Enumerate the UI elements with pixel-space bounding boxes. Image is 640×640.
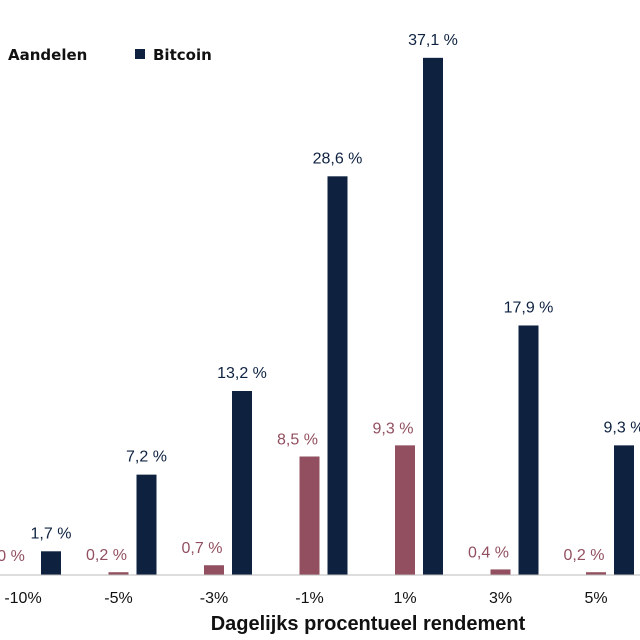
bar-aandelen-3: [299, 456, 320, 575]
value-label-bitcoin-0: 1,7 %: [31, 525, 72, 542]
bar-aandelen-6: [586, 572, 606, 575]
x-tick-label: -10%: [4, 590, 41, 607]
value-label-bitcoin-2: 13,2 %: [217, 365, 267, 382]
x-tick-label: 5%: [584, 590, 607, 607]
bars: [41, 57, 634, 576]
value-label-bitcoin-5: 17,9 %: [504, 299, 554, 316]
x-axis-title: Dagelijks procentueel rendement: [211, 613, 526, 635]
value-label-aandelen-6: 0,2 %: [564, 547, 605, 564]
bar-bitcoin-1: [136, 474, 157, 575]
bar-aandelen-5: [490, 569, 511, 575]
value-label-bitcoin-1: 7,2 %: [126, 449, 167, 466]
bar-bitcoin-0: [41, 551, 61, 575]
value-label-aandelen-1: 0,2 %: [86, 547, 127, 564]
legend-swatch-bitcoin: [135, 49, 145, 59]
bar-bitcoin-3: [327, 176, 348, 576]
legend-label-aandelen: Aandelen: [8, 46, 87, 64]
value-labels: 0 % 0,2 % 0,7 % 8,5 % 9,3 % 0,4 % 0,2 % 1,7 % 7,…: [0, 32, 640, 565]
x-tick-label: -3%: [200, 590, 228, 607]
bar-bitcoin-6: [614, 445, 634, 575]
bar-aandelen-1: [108, 572, 129, 575]
x-tick-label: -1%: [295, 590, 323, 607]
value-label-bitcoin-4: 37,1 %: [408, 32, 458, 49]
value-label-aandelen-0: 0 %: [0, 548, 25, 565]
bar-bitcoin-4: [423, 57, 443, 576]
bar-bitcoin-2: [232, 390, 252, 575]
x-tick-label: 3%: [489, 590, 512, 607]
legend: Aandelen Bitcoin: [8, 46, 212, 64]
x-tick-label: -5%: [104, 590, 132, 607]
value-label-aandelen-3: 8,5 %: [277, 432, 318, 449]
value-label-aandelen-4: 9,3 %: [373, 420, 414, 437]
x-tick-labels: -10% -5% -3% -1% 1% 3% 5%: [4, 590, 607, 607]
x-tick-label: 1%: [393, 590, 416, 607]
value-label-bitcoin-6: 9,3 %: [604, 419, 640, 436]
value-label-aandelen-2: 0,7 %: [182, 540, 223, 557]
legend-label-bitcoin: Bitcoin: [153, 46, 212, 64]
value-label-bitcoin-3: 28,6 %: [313, 150, 363, 167]
bar-aandelen-4: [395, 445, 415, 575]
value-label-aandelen-5: 0,4 %: [468, 544, 509, 561]
bar-aandelen-2: [204, 565, 224, 575]
bar-bitcoin-5: [518, 325, 539, 575]
